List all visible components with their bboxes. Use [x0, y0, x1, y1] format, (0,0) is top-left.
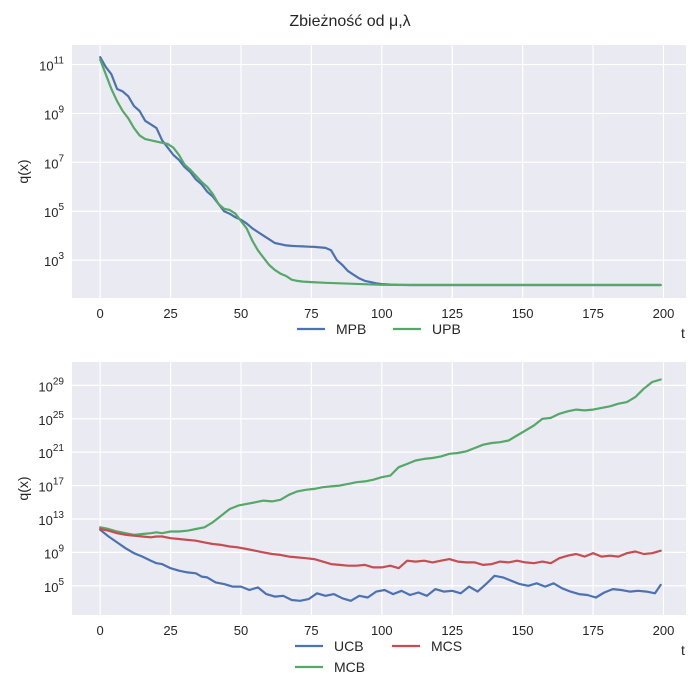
plot-area: [72, 362, 686, 615]
y-tick-exponent: 13: [53, 510, 65, 521]
y-tick-exponent: 5: [58, 577, 64, 588]
y-tick-base: 10: [44, 156, 58, 171]
y-tick-exponent: 29: [53, 376, 65, 387]
series-line-mcb: [99, 378, 662, 536]
y-axis-label: q(x): [15, 159, 31, 183]
x-axis-label: t: [681, 325, 685, 341]
y-tick-base: 10: [38, 513, 52, 528]
x-tick-label: 150: [512, 623, 534, 638]
x-tick-label: 75: [304, 306, 318, 321]
x-tick-label: 175: [582, 623, 604, 638]
y-tick-base: 10: [44, 107, 58, 122]
y-tick-label: 107: [44, 153, 64, 171]
x-tick-label: 200: [653, 306, 675, 321]
legend: UCB MCS MCB: [295, 638, 462, 675]
y-tick-exponent: 3: [58, 251, 64, 262]
y-tick-label: 1029: [38, 376, 64, 394]
y-tick-label: 109: [44, 543, 64, 561]
x-tick-label: 100: [371, 623, 393, 638]
y-tick-exponent: 5: [58, 202, 64, 213]
y-tick-label: 105: [44, 202, 64, 220]
legend-label-upb: UPB: [432, 321, 461, 337]
x-tick-label: 150: [512, 306, 534, 321]
x-tick-label: 200: [653, 623, 675, 638]
y-tick-label: 1021: [38, 443, 64, 461]
y-tick-label: 105: [44, 577, 64, 595]
y-tick-label: 1017: [38, 477, 64, 495]
y-tick-exponent: 7: [58, 153, 64, 164]
y-tick-exponent: 17: [53, 477, 65, 488]
legend-label-ucb: UCB: [334, 638, 364, 654]
chart-bottom: 0 25 50 75 100 125 150 175 200105109101310171021…: [15, 362, 686, 675]
y-tick-exponent: 9: [58, 104, 64, 115]
y-axis-label: q(x): [15, 476, 31, 500]
x-tick-label: 125: [441, 306, 463, 321]
series-line-ucb: [99, 528, 662, 602]
series-line-upb: [99, 58, 662, 287]
y-tick-base: 10: [44, 205, 58, 220]
x-tick-label: 25: [163, 306, 177, 321]
x-tick-label: 125: [441, 623, 463, 638]
legend-label-mcb: MCB: [334, 659, 365, 675]
y-tick-exponent: 25: [53, 410, 65, 421]
y-tick-base: 10: [38, 480, 52, 495]
y-tick-base: 10: [44, 254, 58, 269]
x-tick-label: 0: [97, 306, 104, 321]
x-tick-label: 50: [234, 623, 248, 638]
y-tick-label: 109: [44, 104, 64, 122]
y-tick-label: 103: [44, 251, 64, 269]
y-tick-label: 1011: [39, 56, 64, 74]
y-tick-label: 1025: [38, 410, 64, 428]
plot-area: [72, 45, 686, 298]
y-tick-exponent: 21: [53, 443, 65, 454]
gridlines: [72, 45, 686, 298]
y-tick-exponent: 11: [54, 56, 65, 67]
y-tick-base: 10: [39, 59, 53, 74]
y-tick-base: 10: [38, 413, 52, 428]
y-tick-base: 10: [44, 546, 58, 561]
figure-title: Zbieżność od μ,λ: [289, 13, 410, 30]
x-tick-label: 50: [234, 306, 248, 321]
x-tick-label: 0: [97, 623, 104, 638]
x-tick-label: 75: [304, 623, 318, 638]
y-tick-exponent: 9: [58, 543, 64, 554]
legend-label-mpb: MPB: [336, 321, 366, 337]
x-axis-label: t: [681, 642, 685, 658]
y-tick-label: 1013: [38, 510, 64, 528]
x-tick-label: 175: [582, 306, 604, 321]
x-tick-label: 100: [371, 306, 393, 321]
series-line-mcs: [99, 527, 662, 570]
chart-top: 0 25 50 75 100 125 150 175 2001031051071091011q(…: [15, 45, 686, 341]
y-tick-base: 10: [38, 446, 52, 461]
legend-label-mcs: MCS: [431, 638, 462, 654]
y-tick-base: 10: [38, 379, 52, 394]
legend: MPB UPB: [297, 321, 461, 337]
x-tick-label: 25: [163, 623, 177, 638]
y-tick-base: 10: [44, 580, 58, 595]
